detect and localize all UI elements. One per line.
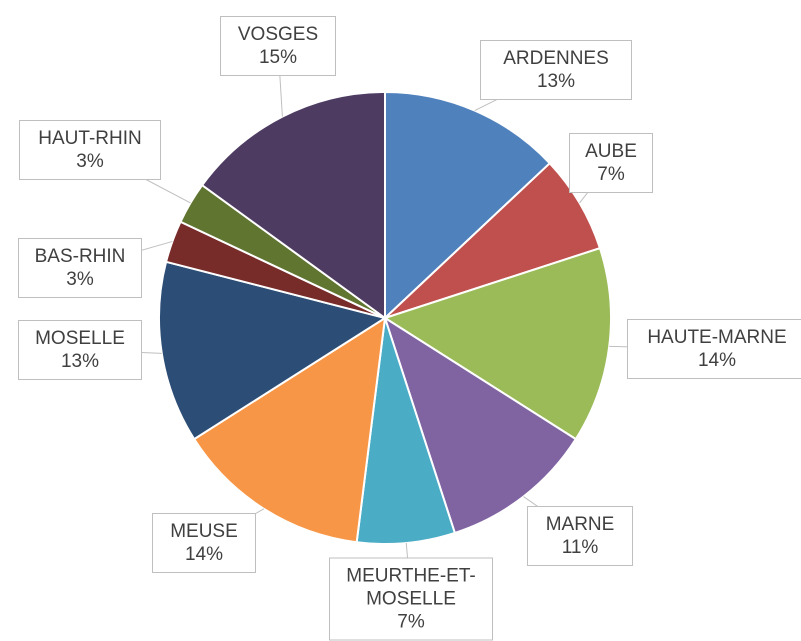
data-label: HAUT-RHIN 3% — [19, 120, 161, 180]
data-label: AUBE 7% — [569, 133, 653, 193]
label-name: VOSGES — [237, 24, 319, 45]
label-name: ARDENNES — [503, 48, 609, 69]
label-value: 3% — [76, 151, 104, 172]
label-name: AUBE — [585, 141, 637, 162]
label-name: MARNE — [545, 514, 615, 535]
label-value: 14% — [184, 544, 224, 565]
label-name: HAUT-RHIN — [38, 128, 142, 149]
pie-slice — [200, 90, 386, 320]
label-value: 3% — [66, 269, 94, 290]
pie-slice — [192, 316, 387, 544]
data-label: MEURTHE-ET-MOSELLE 7% — [329, 557, 493, 641]
leader-line — [279, 70, 283, 117]
data-label: MARNE 11% — [527, 506, 633, 566]
label-value: 11% — [561, 537, 599, 558]
label-name: BAS-RHIN — [34, 246, 126, 267]
pie-slice — [158, 260, 388, 441]
data-label: BAS-RHIN 3% — [18, 238, 142, 298]
label-name: MEUSE — [170, 521, 238, 542]
label-value: 7% — [397, 611, 425, 633]
label-name: MEURTHE-ET-MOSELLE — [346, 565, 476, 610]
label-value: 14% — [697, 350, 737, 371]
label-value: 13% — [60, 351, 100, 372]
label-value: 7% — [597, 164, 625, 185]
label-name: MOSELLE — [35, 328, 125, 349]
data-label: HAUTE-MARNE 14% — [627, 319, 801, 379]
pie-slice — [383, 315, 578, 535]
pie-slice — [384, 90, 552, 321]
data-label: MOSELLE 13% — [18, 320, 142, 380]
label-value: 15% — [258, 47, 298, 68]
data-label: MEUSE 14% — [152, 513, 256, 573]
data-label: ARDENNES 13% — [480, 40, 632, 100]
data-label: VOSGES 15% — [220, 16, 336, 76]
label-name: HAUTE-MARNE — [647, 327, 787, 348]
label-value: 13% — [536, 71, 576, 92]
